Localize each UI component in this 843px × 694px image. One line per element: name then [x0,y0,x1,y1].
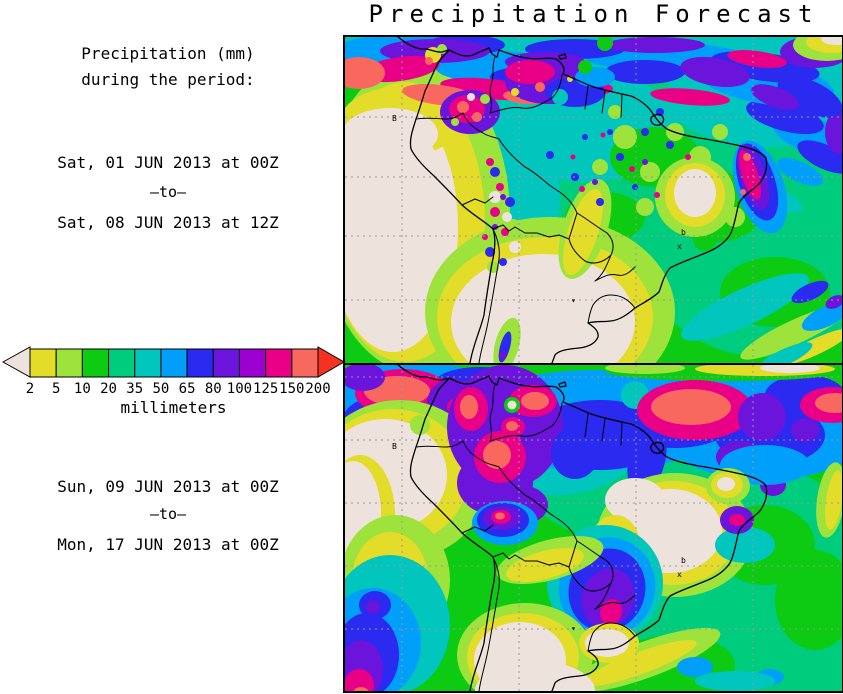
legend-box [81,348,110,378]
gridlines-week1 [345,37,842,363]
legend-tick-label: 125 [253,381,278,396]
map-marker-glyph: b [681,556,686,565]
legend-tick-label: 10 [74,381,91,396]
legend-below-min-arrow [2,346,31,378]
precip-field-week1 [345,37,842,363]
legend-box [186,348,214,378]
legend-box [265,348,293,378]
legend-tick-label: 20 [100,381,117,396]
legend-box [160,348,188,378]
map-marker-glyph: x [677,242,682,251]
color-scale-bar: 2 5 10 20 35 50 65 80 100 125 150 200 [2,346,345,396]
legend-box [238,348,267,378]
legend-box [55,348,83,378]
legend-tick-label: 5 [52,381,60,396]
period2-end: Mon, 17 JUN 2013 at 00Z [57,535,279,554]
precip-color-scale: 2 5 10 20 35 50 65 80 100 125 150 200 millimeters [2,346,345,417]
period1-end: Sat, 08 JUN 2013 at 12Z [57,213,279,232]
station-markers-week2: Bbx ▾ [392,442,686,633]
map-marker-glyph: ▾ [571,296,576,305]
legend-tick-label: 200 [305,381,330,396]
gridlines-week2 [345,365,842,691]
legend-tick-label: 150 [279,381,304,396]
legend-tick-label: 2 [26,381,34,396]
legend-tick-label: 35 [126,381,143,396]
period1-separator: –to– [149,183,187,201]
map-marker-glyph: B [392,114,397,123]
page-title: Precipitation Forecast [368,0,819,28]
map-marker-glyph: B [392,442,397,451]
map-marker-glyph: ▾ [571,624,576,633]
legend-tick-label: 80 [205,381,222,396]
legend-above-max-arrow [317,346,345,378]
legend-box [291,348,319,378]
forecast-map-week1-svg: Bbx ▾ [345,37,842,363]
sidebar-heading-line1: Precipitation (mm) [81,44,255,63]
precip-field-week2 [345,365,842,691]
color-scale-unit-label: millimeters [120,398,227,417]
legend-tick-label: 50 [152,381,169,396]
legend-tick-label: 100 [227,381,252,396]
legend-box [134,348,162,378]
period2-separator: –to– [149,505,187,523]
legend-box [212,348,240,378]
forecast-map-week2-svg: Bbx ▾ [345,365,842,691]
period1-start: Sat, 01 JUN 2013 at 00Z [57,153,279,172]
station-markers-week1: Bbx ▾ [392,114,686,305]
legend-box [108,348,136,378]
map-marker-glyph: b [681,228,686,237]
legend-tick-label: 65 [179,381,196,396]
map-marker-glyph: x [677,570,682,579]
period2-start: Sun, 09 JUN 2013 at 00Z [57,477,279,496]
legend-box [29,348,57,378]
sidebar-heading-line2: during the period: [81,70,255,89]
